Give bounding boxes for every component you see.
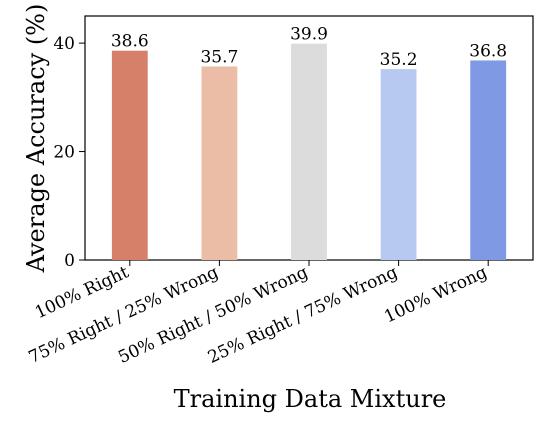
y-ticks: 0 20 40	[53, 34, 85, 271]
x-axis-label: Training Data Mixture	[174, 385, 447, 413]
data-label-3: 39.9	[290, 25, 328, 45]
y-axis-label: Average Accuracy (%)	[22, 4, 50, 274]
bar-3	[291, 43, 327, 260]
bar-1	[111, 50, 148, 260]
bar-4	[380, 69, 417, 260]
y-tick-label-1: 0	[64, 251, 75, 271]
y-tick-label-2: 20	[53, 143, 75, 163]
bar-5	[470, 60, 507, 261]
bars	[111, 43, 507, 261]
y-tick-label-3: 40	[53, 34, 75, 54]
data-label-4: 35.2	[380, 50, 418, 70]
data-labels: 38.6 35.7 39.9 35.2 36.8	[111, 25, 507, 70]
data-label-5: 36.8	[469, 41, 507, 61]
bar-2	[201, 66, 238, 260]
data-label-1: 38.6	[111, 32, 149, 52]
x-tick-label-5: 100% Wrong	[381, 262, 490, 327]
data-label-2: 35.7	[200, 47, 238, 67]
